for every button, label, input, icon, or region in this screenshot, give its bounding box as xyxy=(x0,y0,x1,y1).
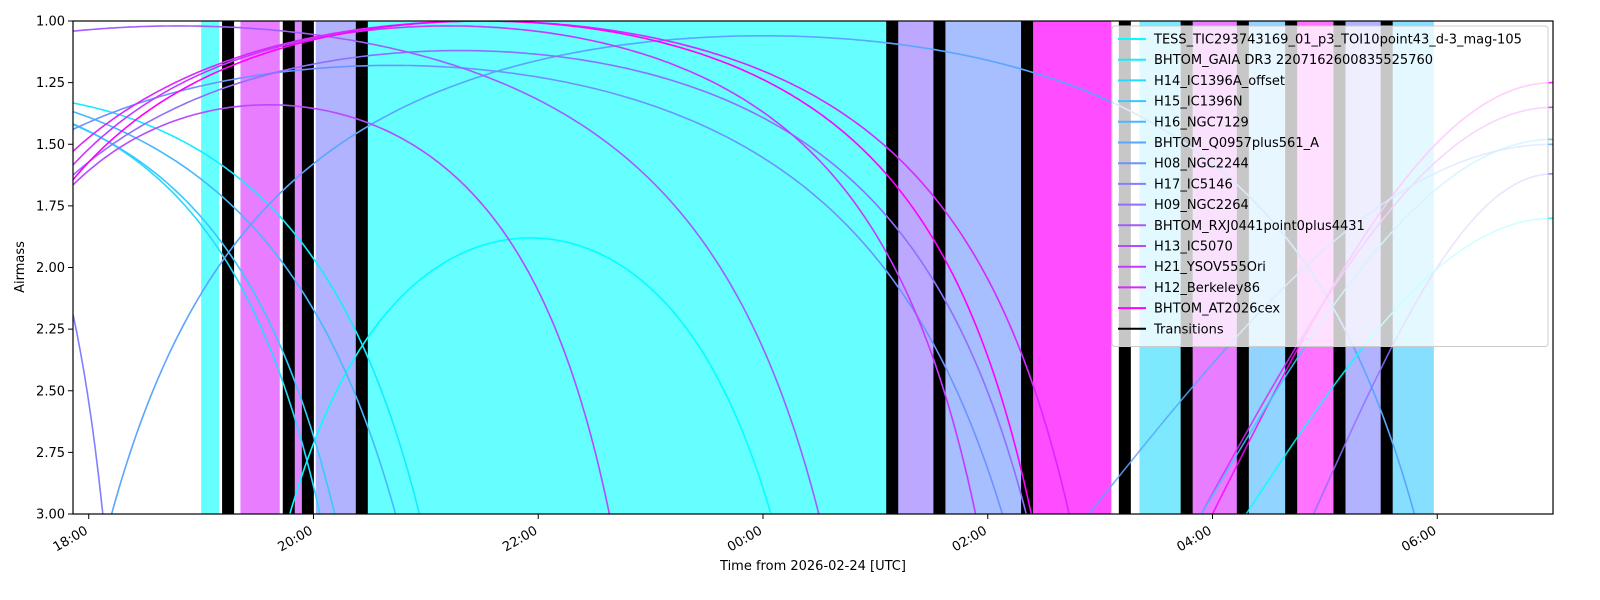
shaded-window-5 xyxy=(897,21,934,514)
transition-bar-4 xyxy=(886,21,899,514)
x-axis: 18:00 20:00 22:00 00:00 02:00 04:00 06:00 xyxy=(51,514,1439,555)
shaded-window-7 xyxy=(1032,21,1112,514)
transition-bar-6 xyxy=(1021,21,1034,514)
transition-bar-2 xyxy=(301,21,314,514)
series-line-10 xyxy=(73,104,611,514)
legend-label-14: Transitions xyxy=(1153,322,1224,337)
legend-label-7: H17_IC5146 xyxy=(1154,177,1233,192)
x-tick-label-1: 20:00 xyxy=(276,523,316,555)
legend: TESS_TIC293743169_01_p3_TOI10point43_d-3… xyxy=(1111,25,1549,347)
legend-label-11: H21_YSOV555Ori xyxy=(1154,260,1266,275)
series-line-13 xyxy=(73,21,1033,514)
shaded-window-4 xyxy=(367,21,887,514)
y-axis: 1.00 1.25 1.50 1.75 2.00 2.25 2.50 2.75 3.00 xyxy=(36,15,73,523)
legend-label-13: BHTOM_AT2026cex xyxy=(1154,302,1280,317)
series-line-1 xyxy=(73,102,421,514)
series-line-11 xyxy=(73,25,977,514)
series-line-8 xyxy=(73,49,1028,514)
legend-label-8: H09_NGC2264 xyxy=(1154,198,1249,213)
shaded-windows xyxy=(201,21,1434,514)
y-tick-label-2: 1.50 xyxy=(36,138,65,153)
legend-label-6: H08_NGC2244 xyxy=(1154,157,1249,172)
legend-box xyxy=(1111,25,1549,347)
legend-label-2: H14_IC1396A_offset xyxy=(1154,74,1285,89)
legend-label-9: BHTOM_RXJ0441point0plus4431 xyxy=(1154,219,1365,234)
x-tick-label-0: 18:00 xyxy=(51,523,91,555)
series-line-4 xyxy=(73,110,397,514)
legend-label-5: BHTOM_Q0957plus561_A xyxy=(1154,136,1319,151)
shaded-window-0 xyxy=(201,21,220,514)
x-tick-label-4: 02:00 xyxy=(950,523,990,555)
legend-label-3: H15_IC1396N xyxy=(1154,95,1243,110)
x-tick-label-5: 04:00 xyxy=(1175,523,1215,555)
legend-label-4: H16_NGC7129 xyxy=(1154,115,1249,130)
shaded-window-3 xyxy=(315,21,357,514)
y-tick-label-5: 2.25 xyxy=(36,323,65,338)
x-tick-label-6: 06:00 xyxy=(1399,523,1439,555)
shaded-window-6 xyxy=(945,21,1022,514)
transition-bar-1 xyxy=(282,21,295,514)
y-axis-label: Airmass xyxy=(13,241,28,293)
shaded-window-1 xyxy=(240,21,280,514)
x-tick-label-3: 00:00 xyxy=(725,523,765,555)
y-tick-label-0: 1.00 xyxy=(36,15,65,30)
transition-bar-5 xyxy=(933,21,946,514)
legend-label-0: TESS_TIC293743169_01_p3_TOI10point43_d-3… xyxy=(1153,33,1522,48)
legend-label-12: H12_Berkeley86 xyxy=(1154,281,1260,296)
legend-label-1: BHTOM_GAIA DR3 2207162600835525760 xyxy=(1154,53,1433,68)
transition-bar-0 xyxy=(222,21,235,514)
y-tick-label-4: 2.00 xyxy=(36,261,65,276)
y-tick-label-6: 2.50 xyxy=(36,384,65,399)
series-line-6 xyxy=(73,64,1004,514)
y-tick-label-1: 1.25 xyxy=(36,76,65,91)
y-tick-label-8: 3.00 xyxy=(36,508,65,523)
y-tick-label-3: 1.75 xyxy=(36,199,65,214)
transition-bar-3 xyxy=(355,21,368,514)
series-line-9 xyxy=(73,25,820,514)
shaded-window-2 xyxy=(293,21,303,514)
series-line-7 xyxy=(73,314,104,514)
series-line-0 xyxy=(288,237,772,514)
x-tick-label-2: 22:00 xyxy=(500,523,540,555)
y-tick-label-7: 2.75 xyxy=(36,446,65,461)
x-axis-label: Time from 2026-02-24 [UTC] xyxy=(719,559,906,574)
legend-label-10: H13_IC5070 xyxy=(1154,240,1233,255)
